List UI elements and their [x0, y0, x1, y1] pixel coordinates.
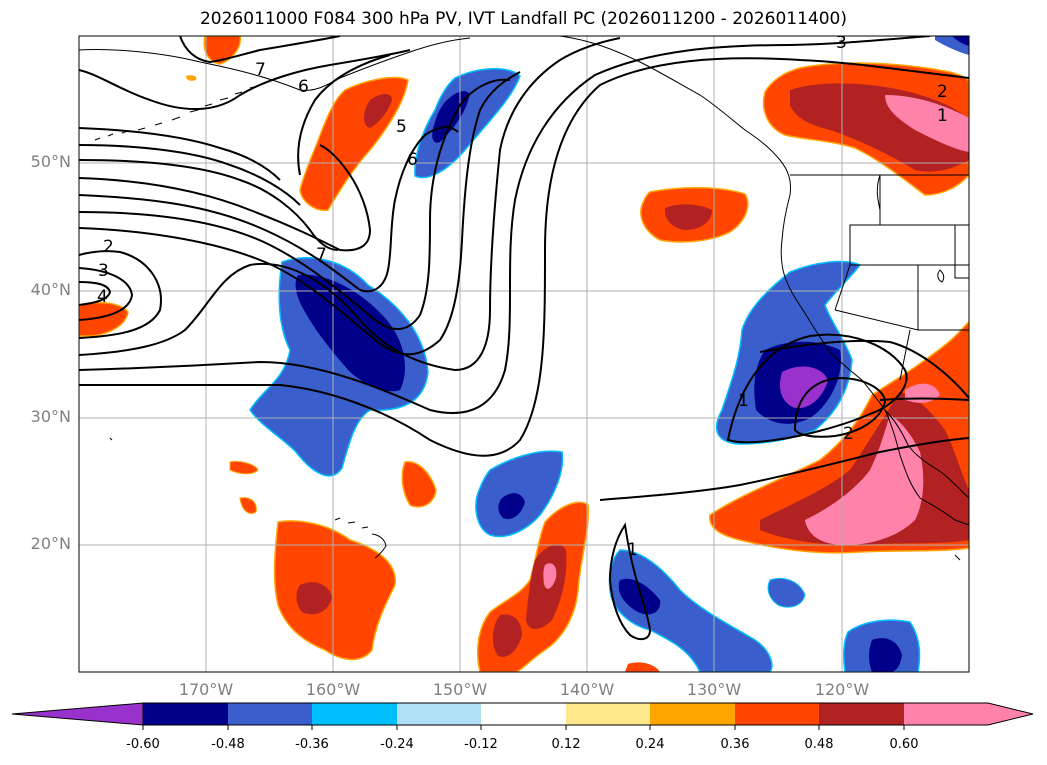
lon-label: 120°W — [814, 680, 870, 699]
colorbar-swatch — [397, 703, 481, 725]
colorbar-swatch — [481, 703, 566, 725]
colorbar — [11, 702, 1034, 730]
contour-label: 2 — [103, 237, 114, 257]
colorbar-swatch — [143, 703, 228, 725]
contour-label: 5 — [396, 117, 407, 137]
positive-anomaly-fill — [79, 36, 969, 672]
contour-label: 6 — [407, 150, 418, 170]
colorbar-swatch — [819, 703, 904, 725]
contour-label-group: 7 6 5 6 2 3 4 7 3 2 1 1 2 1 — [97, 33, 948, 560]
lat-label: 20°N — [30, 534, 71, 553]
coastlines — [79, 36, 969, 561]
colorbar-tick-label: -0.24 — [380, 737, 414, 752]
lat-label: 30°N — [30, 407, 71, 426]
contour-label: 2 — [843, 424, 854, 444]
pv-contours — [79, 36, 969, 641]
contour-label: 6 — [298, 77, 309, 97]
plot-frame — [78, 35, 970, 673]
contour-label: 3 — [98, 261, 109, 281]
negative-anomaly-fill — [249, 36, 969, 672]
colorbar-tick-label: -0.60 — [126, 737, 160, 752]
colorbar-tick-label: 0.48 — [804, 737, 834, 752]
colorbar-swatch — [566, 703, 650, 725]
colorbar-swatch — [312, 703, 397, 725]
colorbar-max-extend — [904, 703, 1033, 725]
colorbar-tick-label: -0.48 — [211, 737, 245, 752]
contour-label: 1 — [738, 391, 749, 411]
lon-label: 160°W — [305, 680, 361, 699]
lat-label: 40°N — [30, 280, 71, 299]
lat-label: 50°N — [30, 152, 71, 171]
colorbar-swatch — [228, 703, 312, 725]
map-title: 2026011000 F084 300 hPa PV, IVT Landfall… — [199, 9, 847, 29]
lon-label: 140°W — [559, 680, 615, 699]
colorbar-swatch — [735, 703, 819, 725]
lon-label: 150°W — [432, 680, 488, 699]
graticule — [79, 36, 969, 672]
contour-label: 1 — [627, 540, 638, 560]
contour-label: 7 — [255, 60, 266, 80]
contour-label: 3 — [836, 33, 847, 53]
lon-label: 170°W — [178, 680, 234, 699]
colorbar-tick-label: 0.12 — [551, 737, 581, 752]
contour-label: 2 — [937, 82, 948, 102]
contour-label: 1 — [937, 106, 948, 126]
colorbar-tick-label: 0.24 — [635, 737, 665, 752]
lon-label: 130°W — [686, 680, 742, 699]
plot-area: 7 6 5 6 2 3 4 7 3 2 1 1 2 1 — [79, 33, 969, 672]
contour-label: 7 — [316, 245, 327, 265]
colorbar-tick-label: 0.36 — [720, 737, 750, 752]
colorbar-tick-label: -0.12 — [464, 737, 498, 752]
colorbar-min-extend — [11, 702, 144, 726]
colorbar-swatch — [650, 703, 735, 725]
colorbar-tick-label: -0.36 — [295, 737, 329, 752]
contour-label: 4 — [97, 287, 108, 307]
colorbar-tick-label: 0.60 — [889, 737, 919, 752]
